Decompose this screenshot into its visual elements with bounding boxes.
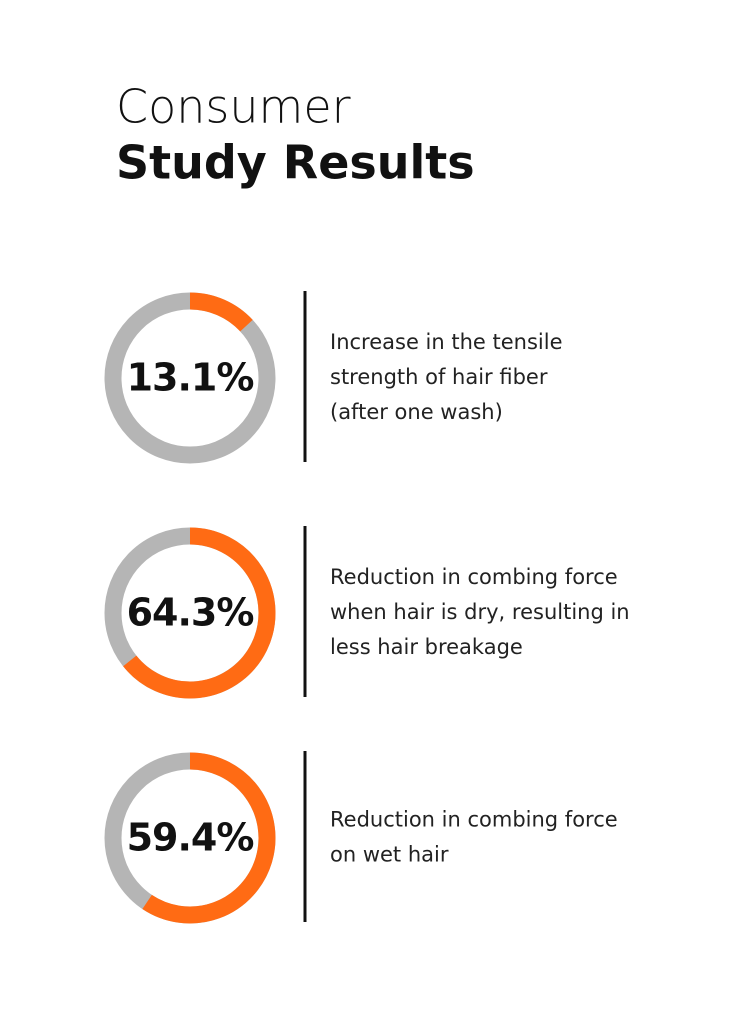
value-label: 64.3% xyxy=(127,591,254,635)
ring-progress xyxy=(123,527,276,699)
description-line: less hair breakage xyxy=(330,635,523,659)
description-line: Reduction in combing force xyxy=(330,808,618,832)
value-label: 59.4% xyxy=(127,816,254,860)
value-label: 13.1% xyxy=(127,356,254,400)
description-line: on wet hair xyxy=(330,843,449,867)
ring-progress xyxy=(142,752,276,924)
description-line: (after one wash) xyxy=(330,400,503,424)
title-line: Consumer xyxy=(116,80,351,134)
ring-progress xyxy=(189,292,253,332)
description-line: strength of hair fiber xyxy=(330,365,548,389)
description-line: Reduction in combing force xyxy=(330,565,618,589)
description-line: Increase in the tensile xyxy=(330,330,563,354)
title-line: Study Results xyxy=(116,136,475,190)
description-line: when hair is dry, resulting in xyxy=(330,600,630,624)
